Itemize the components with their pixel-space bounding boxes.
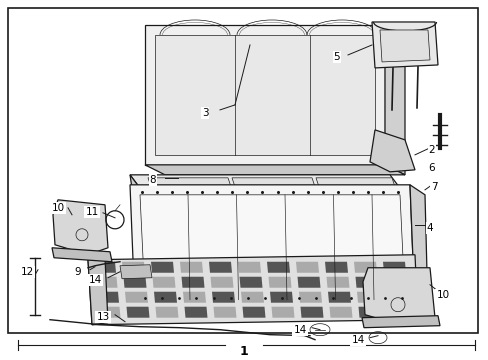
Polygon shape <box>213 307 236 318</box>
Polygon shape <box>145 195 407 215</box>
Polygon shape <box>135 310 427 315</box>
Polygon shape <box>385 292 408 303</box>
Polygon shape <box>241 292 264 303</box>
Polygon shape <box>325 262 347 273</box>
Polygon shape <box>145 165 404 175</box>
Polygon shape <box>120 265 152 279</box>
Polygon shape <box>130 175 148 215</box>
Polygon shape <box>361 316 439 328</box>
Polygon shape <box>125 292 148 303</box>
Polygon shape <box>154 292 177 303</box>
Text: 11: 11 <box>85 207 99 217</box>
Polygon shape <box>300 307 323 318</box>
Polygon shape <box>369 130 414 172</box>
Polygon shape <box>210 277 233 288</box>
Polygon shape <box>239 277 262 288</box>
Polygon shape <box>130 185 414 310</box>
Polygon shape <box>268 277 291 288</box>
Polygon shape <box>353 262 376 273</box>
Text: 5: 5 <box>333 52 340 62</box>
Text: 4: 4 <box>426 223 432 233</box>
Polygon shape <box>326 277 349 288</box>
Polygon shape <box>96 292 119 303</box>
Polygon shape <box>327 292 350 303</box>
Polygon shape <box>386 307 409 318</box>
Polygon shape <box>155 307 178 318</box>
Polygon shape <box>53 200 108 255</box>
Polygon shape <box>151 262 174 273</box>
Text: 14: 14 <box>88 275 102 285</box>
Text: 8: 8 <box>149 175 156 185</box>
Polygon shape <box>145 25 384 165</box>
Polygon shape <box>94 277 117 288</box>
Polygon shape <box>123 277 146 288</box>
Polygon shape <box>140 195 404 300</box>
Text: 13: 13 <box>96 312 109 322</box>
Text: 9: 9 <box>75 267 81 277</box>
Polygon shape <box>358 307 381 318</box>
Polygon shape <box>384 25 404 175</box>
Polygon shape <box>238 262 261 273</box>
Text: 10: 10 <box>436 290 448 300</box>
Polygon shape <box>180 262 203 273</box>
Polygon shape <box>242 307 265 318</box>
Polygon shape <box>231 178 316 193</box>
Polygon shape <box>384 277 407 288</box>
Polygon shape <box>266 262 289 273</box>
Polygon shape <box>97 307 120 318</box>
Polygon shape <box>271 307 294 318</box>
Polygon shape <box>184 307 207 318</box>
Polygon shape <box>379 30 429 62</box>
Polygon shape <box>88 255 417 325</box>
Polygon shape <box>356 292 379 303</box>
Polygon shape <box>181 277 204 288</box>
Polygon shape <box>152 277 175 288</box>
Polygon shape <box>208 262 231 273</box>
Text: 1: 1 <box>239 345 248 358</box>
Polygon shape <box>269 292 292 303</box>
Text: 14: 14 <box>293 325 306 335</box>
Polygon shape <box>155 35 374 155</box>
Polygon shape <box>382 262 405 273</box>
Text: 12: 12 <box>20 267 34 277</box>
Text: 10: 10 <box>51 203 64 213</box>
Polygon shape <box>52 248 112 262</box>
Text: 2: 2 <box>428 145 434 155</box>
Polygon shape <box>295 262 318 273</box>
Text: 7: 7 <box>430 182 436 192</box>
Polygon shape <box>297 277 320 288</box>
Text: 6: 6 <box>428 163 434 173</box>
Polygon shape <box>93 262 116 273</box>
Polygon shape <box>130 175 404 195</box>
Polygon shape <box>122 262 145 273</box>
Polygon shape <box>298 292 321 303</box>
Polygon shape <box>315 178 396 193</box>
Polygon shape <box>88 258 108 325</box>
Polygon shape <box>183 292 205 303</box>
Polygon shape <box>362 268 434 325</box>
Polygon shape <box>329 307 352 318</box>
Polygon shape <box>409 185 427 312</box>
Text: 3: 3 <box>201 108 208 118</box>
Polygon shape <box>355 277 378 288</box>
Polygon shape <box>212 292 235 303</box>
Polygon shape <box>371 22 437 68</box>
Polygon shape <box>148 178 232 193</box>
Polygon shape <box>126 307 149 318</box>
Text: 14: 14 <box>351 335 364 345</box>
